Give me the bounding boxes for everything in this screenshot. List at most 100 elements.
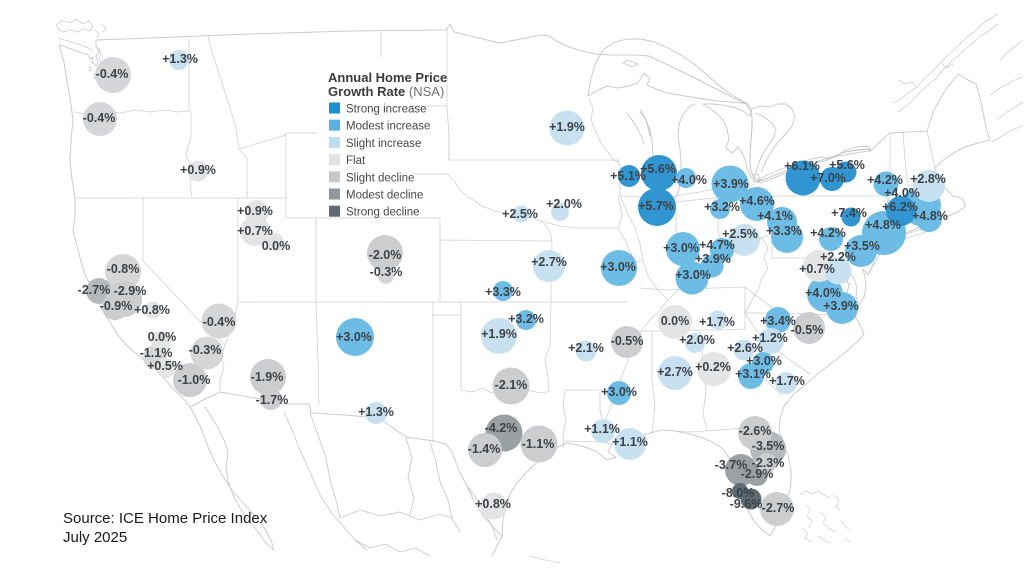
- svg-text:-0.4%: -0.4%: [96, 67, 129, 81]
- svg-text:-0.3%: -0.3%: [370, 265, 403, 279]
- svg-text:-3.7%: -3.7%: [715, 458, 748, 472]
- svg-text:-2.7%: -2.7%: [762, 501, 795, 515]
- svg-text:+3.0%: +3.0%: [336, 330, 372, 344]
- svg-text:Strong decline: Strong decline: [346, 207, 420, 219]
- svg-text:Flat: Flat: [346, 155, 366, 167]
- svg-text:0.0%: 0.0%: [148, 330, 177, 344]
- svg-text:+3.0%: +3.0%: [663, 241, 699, 255]
- svg-text:Annual Home Price: Annual Home Price: [328, 70, 447, 85]
- svg-text:+2.5%: +2.5%: [722, 227, 758, 241]
- svg-text:Slight increase: Slight increase: [346, 138, 421, 150]
- svg-text:+1.3%: +1.3%: [162, 52, 198, 66]
- svg-text:-1.0%: -1.0%: [178, 373, 211, 387]
- svg-text:-2.7%: -2.7%: [78, 283, 111, 297]
- svg-text:+3.3%: +3.3%: [766, 224, 802, 238]
- svg-text:+4.8%: +4.8%: [912, 209, 948, 223]
- svg-text:+1.9%: +1.9%: [549, 120, 585, 134]
- svg-text:-2.9%: -2.9%: [741, 467, 774, 481]
- svg-text:+4.6%: +4.6%: [739, 194, 775, 208]
- svg-text:+4.2%: +4.2%: [810, 226, 846, 240]
- svg-text:+3.0%: +3.0%: [601, 385, 637, 399]
- svg-text:July 2025: July 2025: [63, 529, 127, 546]
- svg-text:+0.9%: +0.9%: [237, 204, 273, 218]
- svg-text:+4.7%: +4.7%: [699, 238, 735, 252]
- svg-text:+4.1%: +4.1%: [757, 209, 793, 223]
- svg-text:+5.1%: +5.1%: [610, 169, 646, 183]
- svg-text:0.0%: 0.0%: [661, 314, 690, 328]
- svg-text:+7.0%: +7.0%: [810, 171, 846, 185]
- svg-text:+2.7%: +2.7%: [531, 255, 567, 269]
- svg-text:+5.6%: +5.6%: [640, 162, 676, 176]
- svg-text:+6.2%: +6.2%: [882, 200, 918, 214]
- svg-text:+0.5%: +0.5%: [147, 359, 183, 373]
- svg-text:+3.9%: +3.9%: [823, 299, 859, 313]
- svg-text:+1.1%: +1.1%: [584, 422, 620, 436]
- svg-text:-0.4%: -0.4%: [203, 315, 236, 329]
- svg-text:Modest decline: Modest decline: [346, 190, 423, 202]
- svg-text:+2.5%: +2.5%: [502, 207, 538, 221]
- svg-text:+5.6%: +5.6%: [829, 158, 865, 172]
- svg-text:+3.4%: +3.4%: [760, 314, 796, 328]
- svg-text:+2.2%: +2.2%: [820, 250, 856, 264]
- svg-text:-1.9%: -1.9%: [251, 370, 284, 384]
- svg-text:-1.7%: -1.7%: [256, 393, 289, 407]
- svg-text:+3.9%: +3.9%: [713, 177, 749, 191]
- svg-text:+1.7%: +1.7%: [769, 374, 805, 388]
- svg-text:+2.1%: +2.1%: [568, 341, 604, 355]
- svg-text:Slight decline: Slight decline: [346, 172, 414, 184]
- svg-text:+2.7%: +2.7%: [657, 365, 693, 379]
- svg-text:-0.8%: -0.8%: [107, 262, 140, 276]
- svg-text:+1.1%: +1.1%: [612, 435, 648, 449]
- svg-text:+1.2%: +1.2%: [752, 331, 788, 345]
- svg-text:-2.1%: -2.1%: [495, 378, 528, 392]
- svg-text:+3.2%: +3.2%: [704, 200, 740, 214]
- svg-text:-2.3%: -2.3%: [752, 456, 785, 470]
- svg-text:-1.1%: -1.1%: [522, 437, 555, 451]
- svg-text:+3.3%: +3.3%: [485, 285, 521, 299]
- svg-text:+4.2%: +4.2%: [867, 173, 903, 187]
- svg-text:Source: ICE Home Price Index: Source: ICE Home Price Index: [63, 510, 268, 527]
- svg-text:+1.9%: +1.9%: [481, 327, 517, 341]
- svg-text:+0.8%: +0.8%: [475, 497, 511, 511]
- svg-text:-0.9%: -0.9%: [100, 299, 133, 313]
- svg-text:+6.1%: +6.1%: [784, 159, 820, 173]
- svg-text:-2.6%: -2.6%: [739, 424, 772, 438]
- svg-text:-0.4%: -0.4%: [83, 111, 116, 125]
- svg-text:+0.8%: +0.8%: [134, 303, 170, 317]
- svg-text:+4.0%: +4.0%: [671, 173, 707, 187]
- svg-text:+2.6%: +2.6%: [727, 341, 763, 355]
- svg-text:+2.8%: +2.8%: [910, 172, 946, 186]
- svg-text:+3.2%: +3.2%: [508, 312, 544, 326]
- svg-text:-3.5%: -3.5%: [752, 439, 785, 453]
- svg-text:+2.0%: +2.0%: [546, 197, 582, 211]
- svg-text:Strong increase: Strong increase: [346, 104, 427, 116]
- svg-text:+3.5%: +3.5%: [844, 239, 880, 253]
- svg-text:-2.0%: -2.0%: [369, 248, 402, 262]
- svg-text:+4.8%: +4.8%: [865, 218, 901, 232]
- svg-text:-8.0%: -8.0%: [722, 486, 755, 500]
- svg-text:+1.3%: +1.3%: [358, 405, 394, 419]
- svg-text:+1.7%: +1.7%: [699, 315, 735, 329]
- svg-text:+3.9%: +3.9%: [695, 252, 731, 266]
- svg-text:+4.0%: +4.0%: [805, 286, 841, 300]
- svg-text:+7.4%: +7.4%: [831, 206, 867, 220]
- svg-text:+3.1%: +3.1%: [735, 367, 771, 381]
- svg-text:-1.1%: -1.1%: [140, 346, 173, 360]
- svg-text:+0.7%: +0.7%: [799, 262, 835, 276]
- svg-text:+4.0%: +4.0%: [884, 186, 920, 200]
- svg-text:+0.9%: +0.9%: [180, 163, 216, 177]
- svg-text:-9.6%: -9.6%: [730, 497, 763, 511]
- svg-text:-0.3%: -0.3%: [189, 343, 222, 357]
- svg-text:+2.0%: +2.0%: [679, 333, 715, 347]
- svg-text:-4.2%: -4.2%: [485, 421, 518, 435]
- svg-text:-1.4%: -1.4%: [468, 442, 501, 456]
- svg-text:Growth Rate (NSA): Growth Rate (NSA): [328, 84, 444, 99]
- svg-text:-0.5%: -0.5%: [611, 334, 644, 348]
- svg-text:+5.7%: +5.7%: [638, 199, 674, 213]
- svg-text:+3.0%: +3.0%: [675, 268, 711, 282]
- svg-text:0.0%: 0.0%: [262, 239, 291, 253]
- svg-text:-2.9%: -2.9%: [114, 284, 147, 298]
- svg-text:+3.0%: +3.0%: [746, 354, 782, 368]
- svg-text:+3.0%: +3.0%: [600, 260, 636, 274]
- svg-text:-0.5%: -0.5%: [791, 323, 824, 337]
